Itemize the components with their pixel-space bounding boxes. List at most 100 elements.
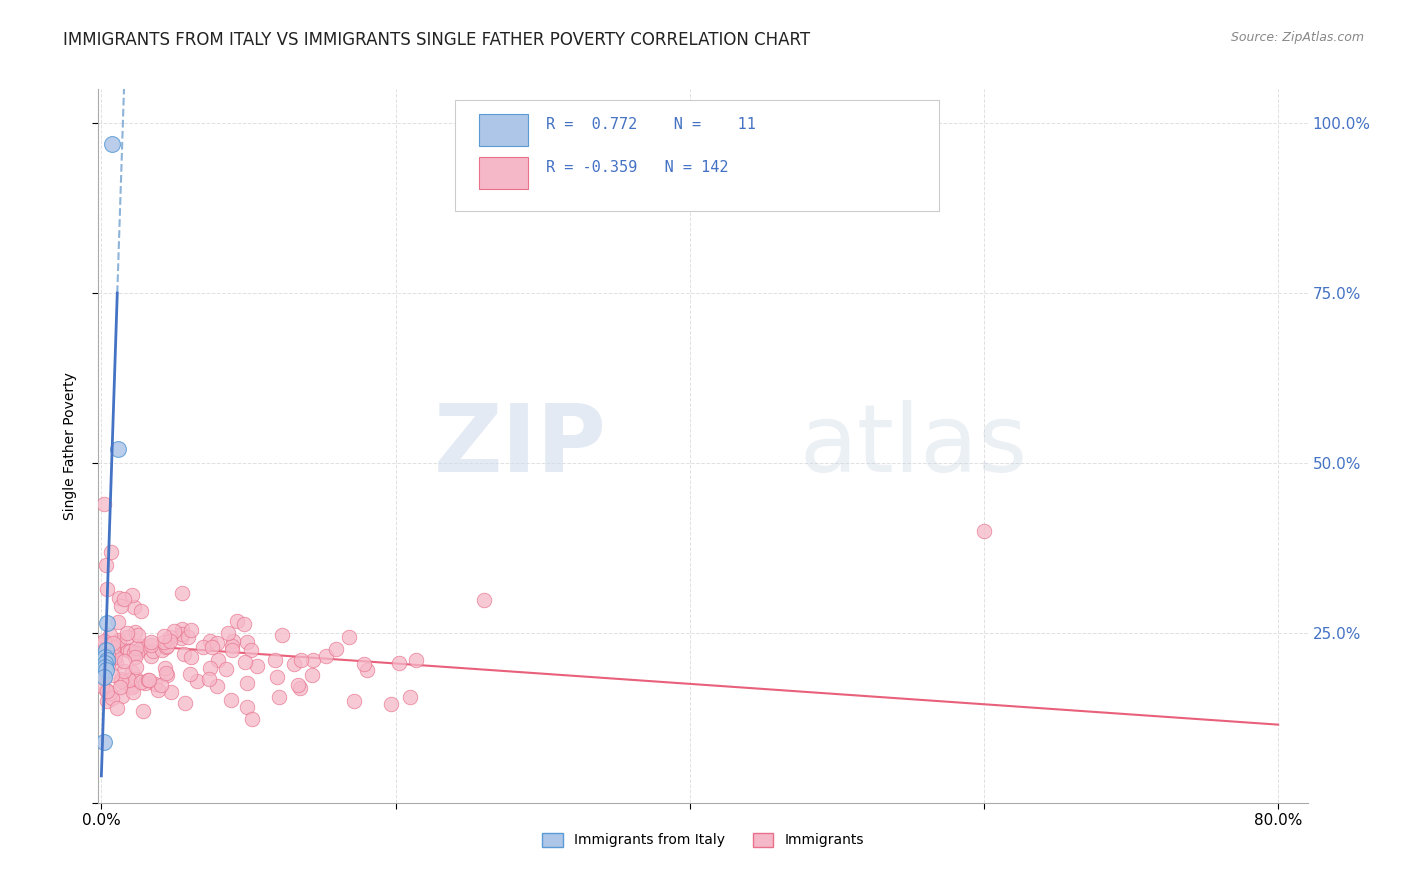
Point	[325, 641, 347, 656]
Point	[186, 673, 208, 688]
Point	[121, 665, 143, 679]
Point	[125, 646, 148, 660]
Point	[115, 630, 138, 644]
Point	[112, 654, 135, 668]
Point	[191, 640, 214, 655]
Point	[100, 668, 122, 682]
Text: IMMIGRANTS FROM ITALY VS IMMIGRANTS SINGLE FATHER POVERTY CORRELATION CHART: IMMIGRANTS FROM ITALY VS IMMIGRANTS SING…	[63, 31, 810, 49]
Point	[226, 614, 249, 628]
Point	[205, 679, 228, 693]
Point	[343, 694, 366, 708]
Point	[287, 678, 309, 692]
Legend: Immigrants from Italy, Immigrants: Immigrants from Italy, Immigrants	[536, 827, 870, 853]
Point	[112, 664, 135, 678]
Point	[139, 634, 162, 648]
Point	[131, 639, 153, 653]
Point	[197, 673, 219, 687]
Point	[97, 648, 120, 662]
Point	[221, 643, 243, 657]
Point	[146, 683, 169, 698]
Point	[93, 636, 115, 650]
Point	[94, 643, 117, 657]
Point	[96, 615, 118, 630]
Point	[240, 712, 263, 726]
Point	[122, 678, 145, 692]
Point	[110, 672, 132, 686]
Point	[108, 591, 131, 605]
Point	[163, 624, 186, 639]
Point	[94, 683, 117, 698]
Point	[94, 657, 117, 671]
Point	[156, 668, 179, 682]
Point	[112, 592, 135, 607]
Point	[108, 632, 131, 647]
Point	[125, 640, 148, 655]
Point	[239, 643, 262, 657]
Point	[91, 679, 114, 693]
Text: Source: ZipAtlas.com: Source: ZipAtlas.com	[1230, 31, 1364, 45]
Point	[150, 678, 173, 692]
Point	[122, 647, 145, 661]
Point	[405, 653, 427, 667]
Point	[108, 634, 131, 648]
Point	[93, 497, 115, 511]
Point	[121, 588, 143, 602]
Point	[97, 652, 120, 666]
Point	[121, 680, 143, 694]
Point	[93, 660, 115, 674]
Point	[153, 661, 176, 675]
FancyBboxPatch shape	[456, 100, 939, 211]
Y-axis label: Single Father Poverty: Single Father Poverty	[63, 372, 77, 520]
Point	[111, 689, 134, 703]
Point	[101, 636, 124, 650]
Point	[198, 634, 221, 648]
Point	[107, 442, 129, 457]
Point	[94, 649, 117, 664]
Point	[105, 656, 128, 670]
Point	[356, 663, 378, 677]
Point	[124, 650, 146, 665]
Point	[101, 136, 124, 151]
Point	[101, 643, 124, 657]
Point	[176, 631, 198, 645]
Point	[170, 627, 193, 641]
Text: R = -0.359   N = 142: R = -0.359 N = 142	[546, 161, 728, 175]
Point	[122, 685, 145, 699]
Point	[141, 649, 163, 664]
Point	[94, 558, 117, 572]
Point	[159, 634, 181, 648]
Point	[96, 582, 118, 596]
Point	[132, 704, 155, 718]
Point	[93, 668, 115, 682]
Point	[180, 623, 202, 637]
Bar	[479, 157, 527, 189]
Point	[93, 670, 115, 684]
Point	[136, 673, 159, 687]
Point	[155, 640, 177, 654]
Point	[472, 593, 495, 607]
Point	[93, 734, 115, 748]
Point	[156, 639, 179, 653]
Point	[115, 626, 138, 640]
Point	[124, 600, 146, 615]
Point	[170, 586, 193, 600]
Point	[290, 653, 312, 667]
Point	[398, 690, 420, 705]
Point	[98, 628, 121, 642]
Point	[118, 673, 141, 688]
Point	[201, 640, 224, 654]
Point	[315, 648, 337, 663]
Text: atlas: atlas	[800, 400, 1028, 492]
Point	[101, 640, 124, 655]
Point	[236, 676, 259, 690]
Point	[159, 631, 181, 645]
Point	[120, 643, 142, 657]
Point	[222, 634, 245, 648]
Point	[100, 686, 122, 700]
Point	[129, 642, 152, 657]
Point	[353, 657, 375, 671]
Text: ZIP: ZIP	[433, 400, 606, 492]
Point	[94, 657, 117, 671]
Point	[215, 662, 238, 676]
Point	[198, 661, 221, 675]
